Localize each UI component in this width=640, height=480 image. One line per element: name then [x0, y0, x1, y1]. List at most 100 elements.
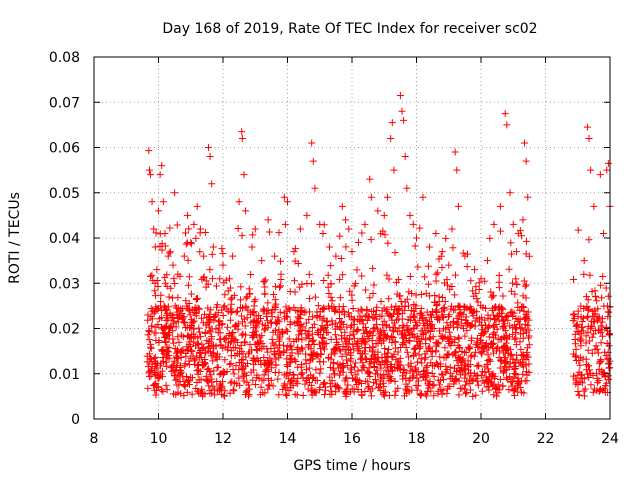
data-point — [455, 303, 463, 311]
data-point — [299, 392, 307, 400]
data-point — [362, 323, 370, 331]
data-point — [198, 314, 206, 322]
data-point — [161, 229, 169, 237]
data-point — [226, 389, 234, 397]
data-point — [216, 336, 224, 344]
data-point — [224, 343, 232, 351]
data-point — [385, 275, 393, 283]
data-point — [187, 290, 195, 298]
data-point — [200, 252, 208, 260]
data-point — [342, 375, 350, 383]
data-point — [267, 318, 275, 326]
data-point — [147, 313, 155, 321]
data-point — [523, 312, 531, 320]
data-point — [165, 344, 173, 352]
data-point — [206, 368, 214, 376]
data-point — [485, 386, 493, 394]
data-point — [218, 306, 226, 314]
data-point — [428, 308, 436, 316]
data-point — [187, 343, 195, 351]
data-point — [204, 318, 212, 326]
x-tick-label: 10 — [150, 431, 168, 447]
data-point — [298, 369, 306, 377]
data-point — [351, 315, 359, 323]
data-point — [388, 367, 396, 375]
data-point — [238, 232, 246, 240]
data-point — [197, 353, 205, 361]
data-point — [518, 361, 526, 369]
data-point — [573, 327, 581, 335]
data-point — [268, 364, 276, 372]
data-point — [199, 362, 207, 370]
data-point — [348, 296, 356, 304]
data-point — [319, 380, 327, 388]
data-point — [235, 198, 243, 206]
data-point — [296, 311, 304, 319]
data-point — [454, 333, 462, 341]
data-point — [438, 263, 446, 271]
data-point — [360, 347, 368, 355]
data-point — [479, 344, 487, 352]
data-point — [282, 390, 290, 398]
data-point — [209, 357, 217, 365]
data-point — [170, 275, 178, 283]
data-point — [280, 193, 288, 201]
data-point — [403, 387, 411, 395]
data-point — [229, 365, 237, 373]
data-point — [594, 327, 602, 335]
data-point — [223, 305, 231, 313]
data-point — [371, 376, 379, 384]
data-point — [598, 315, 606, 323]
data-point — [603, 166, 611, 174]
data-point — [205, 365, 213, 373]
data-point — [445, 313, 453, 321]
data-point — [364, 333, 372, 341]
data-point — [500, 333, 508, 341]
data-point — [477, 275, 485, 283]
data-point — [440, 314, 448, 322]
data-point — [438, 308, 446, 316]
data-point — [241, 339, 249, 347]
data-point — [180, 392, 188, 400]
data-point — [590, 202, 598, 210]
data-point — [275, 368, 283, 376]
data-point — [350, 345, 358, 353]
y-tick-label: 0.07 — [49, 95, 80, 111]
data-point — [459, 311, 467, 319]
y-tick-label: 0.08 — [49, 50, 80, 66]
data-point — [509, 279, 517, 287]
data-point — [384, 372, 392, 380]
data-point — [406, 337, 414, 345]
data-point — [410, 372, 418, 380]
data-point — [584, 312, 592, 320]
data-point — [605, 342, 613, 350]
data-point — [432, 348, 440, 356]
data-point — [455, 335, 463, 343]
data-point — [331, 345, 339, 353]
data-point — [468, 351, 476, 359]
data-point — [180, 252, 188, 260]
data-point — [264, 385, 272, 393]
data-point — [162, 305, 170, 313]
data-point — [349, 374, 357, 382]
data-point — [203, 377, 211, 385]
data-point — [188, 330, 196, 338]
data-point — [475, 279, 483, 287]
data-point — [230, 387, 238, 395]
data-point — [272, 327, 280, 335]
data-point — [159, 388, 167, 396]
data-point — [275, 391, 283, 399]
data-point — [456, 384, 464, 392]
data-point — [328, 297, 336, 305]
data-point — [290, 337, 298, 345]
data-point — [451, 364, 459, 372]
data-point — [151, 353, 159, 361]
data-point — [375, 358, 383, 366]
data-point — [172, 376, 180, 384]
data-point — [598, 371, 606, 379]
data-points — [143, 91, 614, 400]
data-point — [434, 390, 442, 398]
data-point — [147, 355, 155, 363]
data-point — [151, 243, 159, 251]
data-point — [524, 353, 532, 361]
